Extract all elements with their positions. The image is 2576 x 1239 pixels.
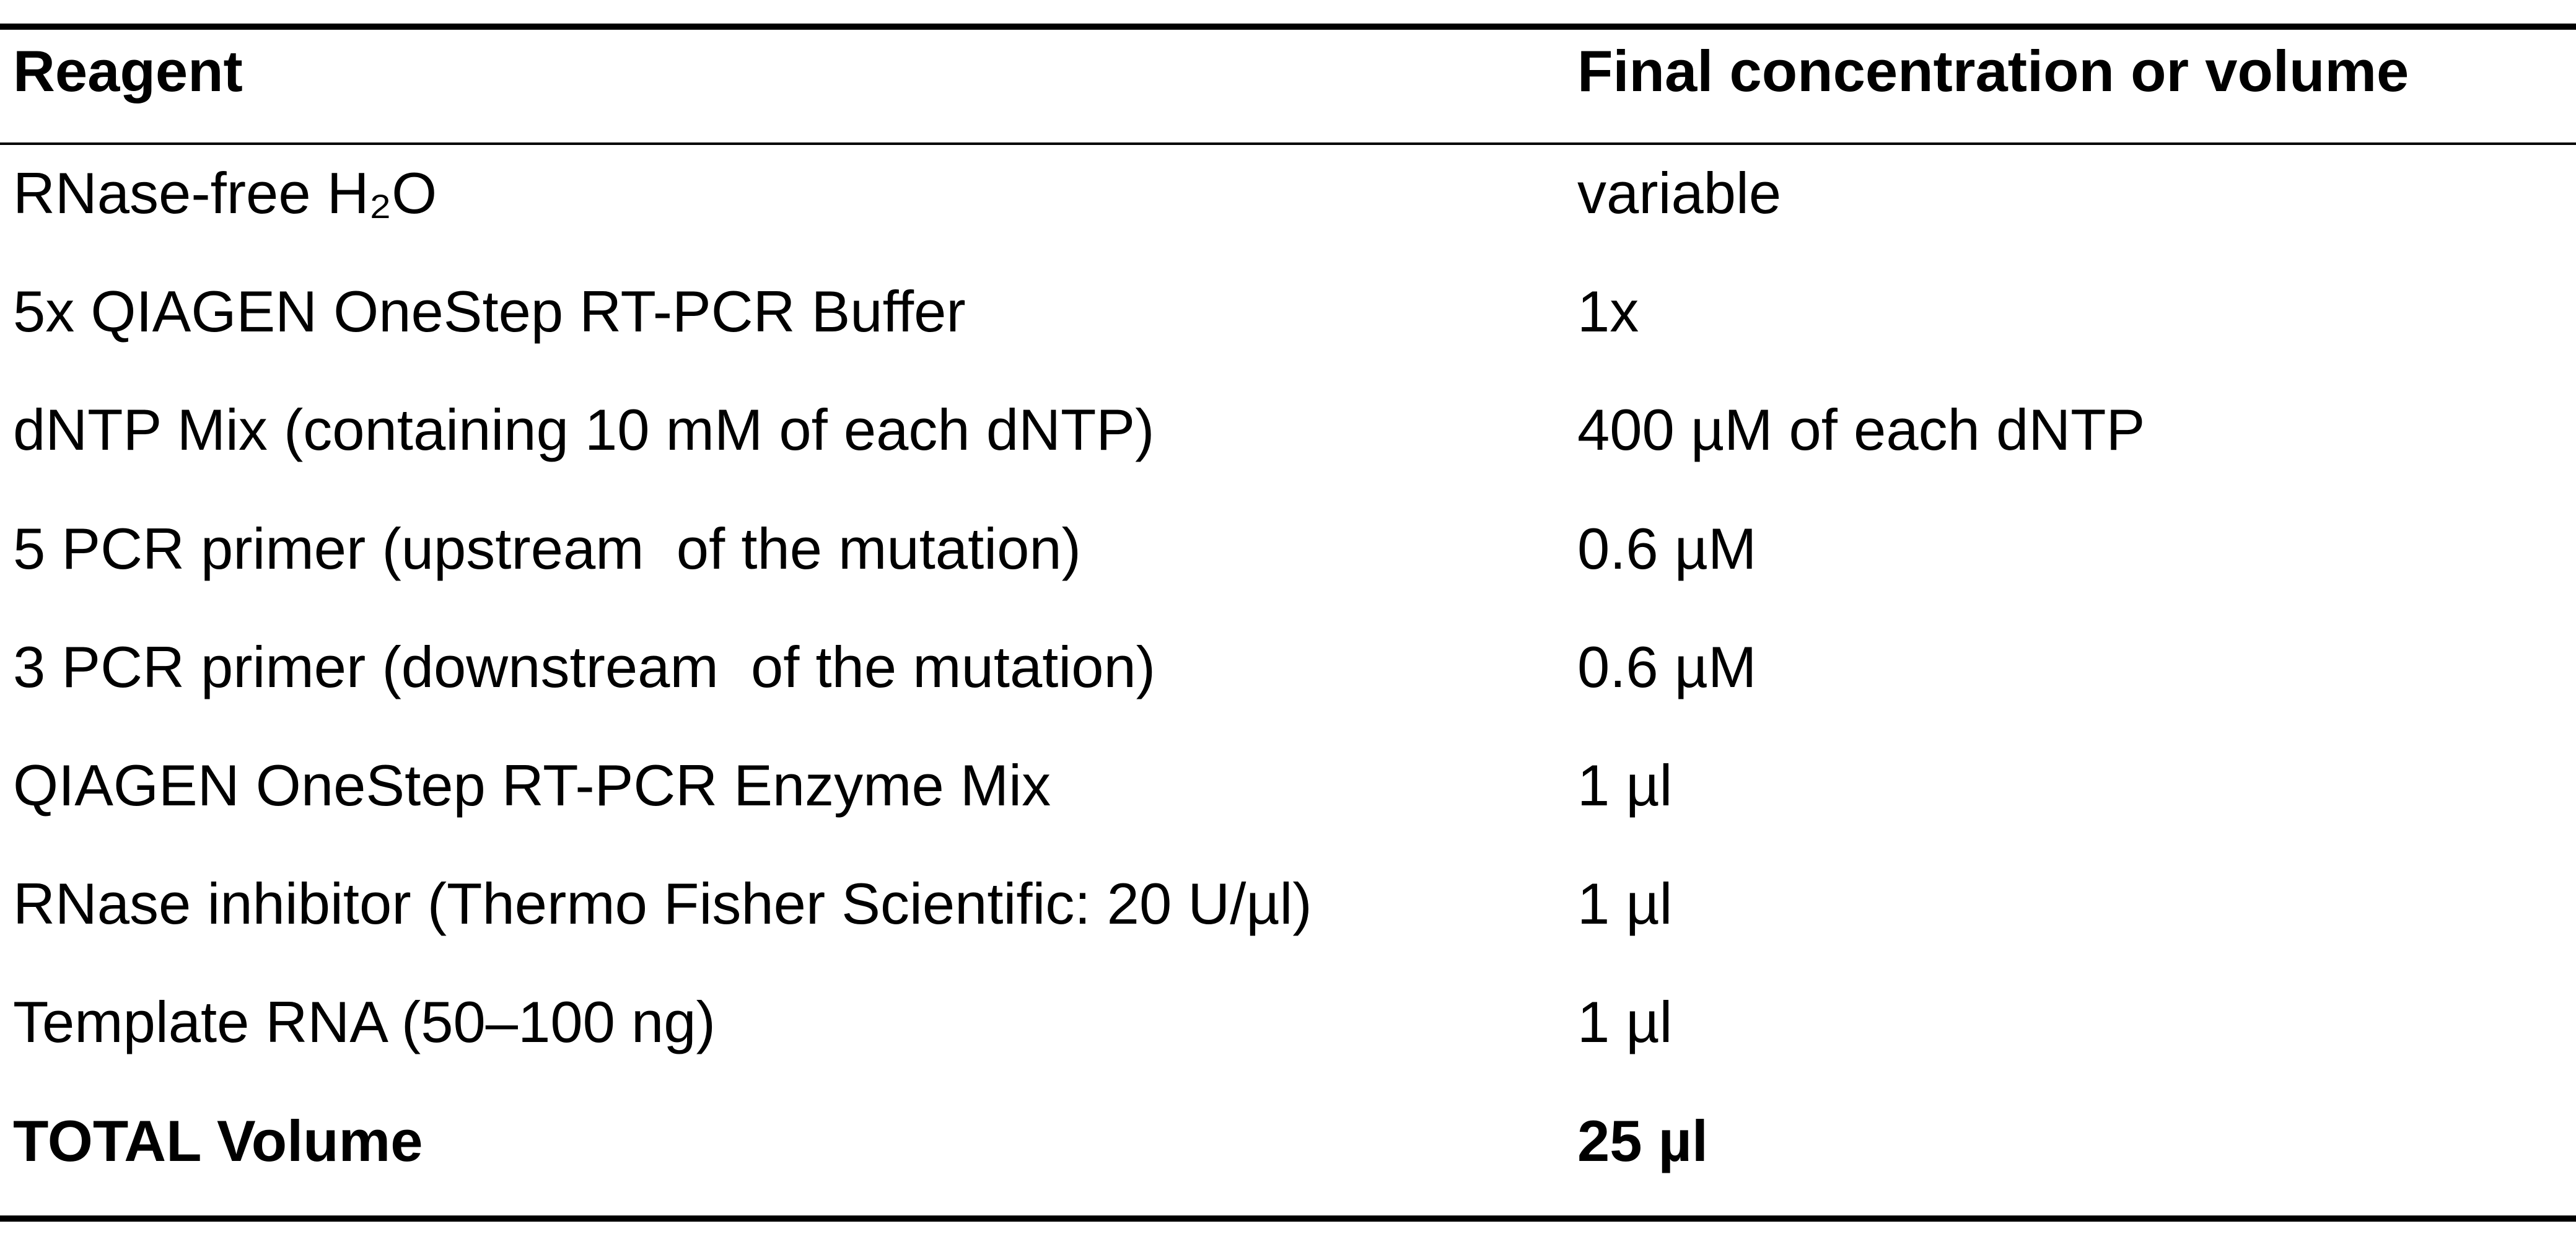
amount-cell: 1 µl: [1577, 989, 1673, 1055]
amount-cell: 25 µl: [1577, 1108, 1708, 1173]
header-rule: [0, 142, 2576, 145]
amount-cell: variable: [1577, 160, 1782, 225]
amount-cell: 0.6 µM: [1577, 515, 1757, 581]
amount-cell: 1 µl: [1577, 753, 1673, 818]
reagent-cell: 5 PCR primer (upstream of the mutation): [13, 515, 1081, 581]
amount-cell: 1 µl: [1577, 871, 1673, 937]
top-rule: [0, 24, 2576, 30]
reagent-cell: RNase-free H₂O: [13, 160, 437, 225]
amount-cell: 400 µM of each dNTP: [1577, 397, 2145, 463]
reagent-cell: TOTAL Volume: [13, 1108, 423, 1173]
amount-cell: 0.6 µM: [1577, 634, 1757, 699]
bottom-rule: [0, 1215, 2576, 1222]
reagent-cell: RNase inhibitor (Thermo Fisher Scientifi…: [13, 871, 1312, 937]
column-header: Final concentration or volume: [1577, 38, 2409, 103]
reagent-cell: 3 PCR primer (downstream of the mutation…: [13, 634, 1156, 699]
column-header: Reagent: [13, 38, 243, 103]
reagent-cell: dNTP Mix (containing 10 mM of each dNTP): [13, 397, 1155, 463]
amount-cell: 1x: [1577, 279, 1639, 344]
reagent-cell: QIAGEN OneStep RT-PCR Enzyme Mix: [13, 753, 1051, 818]
reagent-cell: Template RNA (50–100 ng): [13, 989, 716, 1055]
reagent-cell: 5x QIAGEN OneStep RT-PCR Buffer: [13, 279, 966, 344]
